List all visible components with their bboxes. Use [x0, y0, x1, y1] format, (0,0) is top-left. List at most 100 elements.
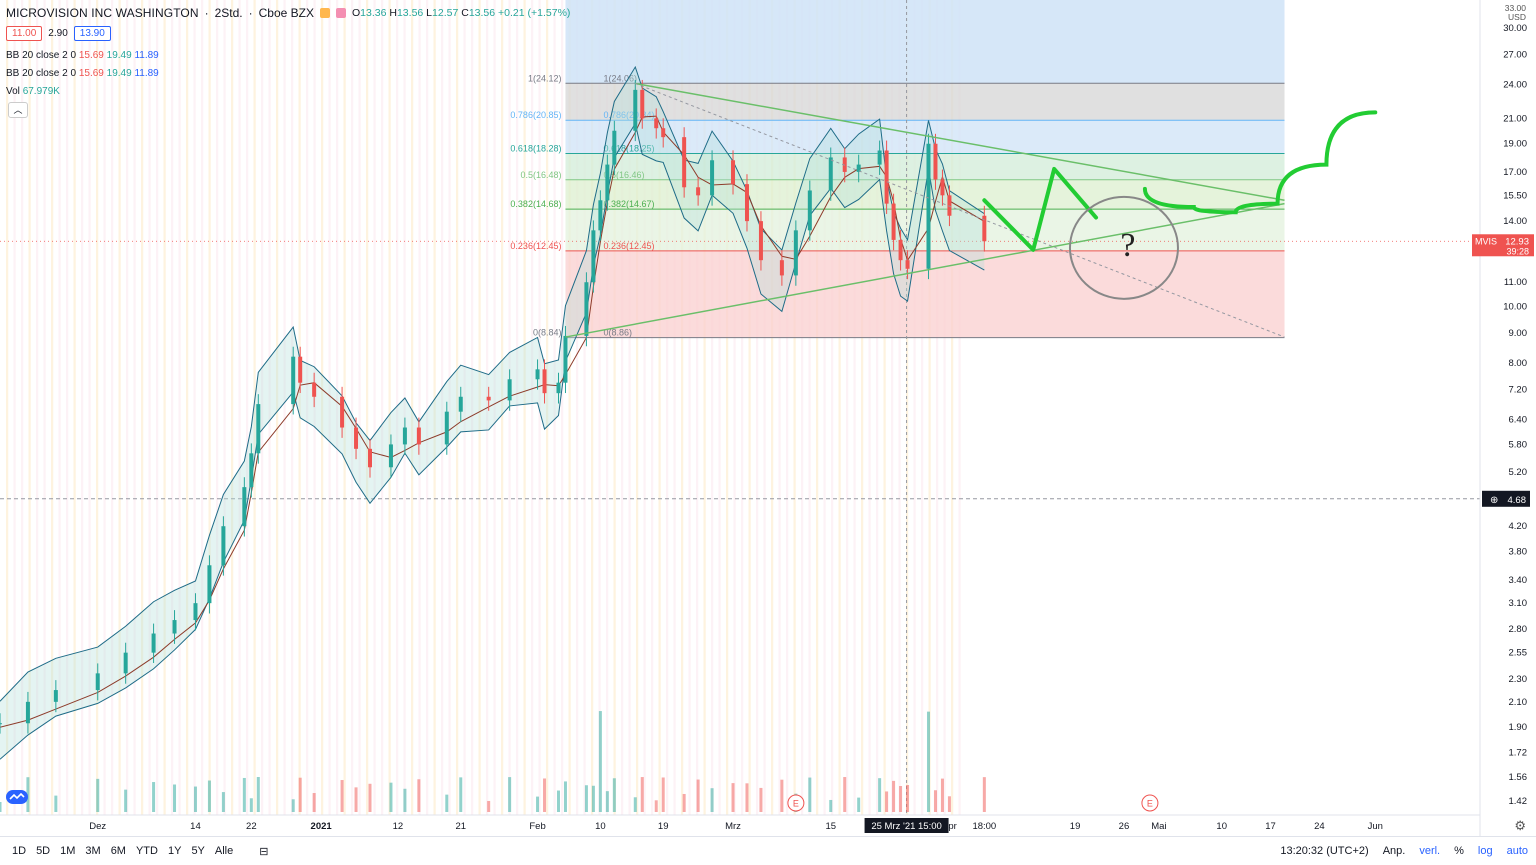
- candle-body: [758, 221, 763, 261]
- volume-bar: [933, 790, 937, 812]
- volume-bar: [0, 802, 2, 812]
- price-tick-label: 19.00: [1503, 139, 1527, 150]
- gear-icon[interactable]: ⚙: [1514, 818, 1526, 833]
- session-band: [748, 0, 751, 815]
- tf-6m[interactable]: 6M: [110, 845, 126, 857]
- candle-body: [731, 160, 736, 185]
- session-band: [673, 0, 676, 815]
- clock-label[interactable]: 13:20:32 (UTC+2): [1280, 845, 1369, 857]
- volume-bar: [612, 778, 616, 812]
- session-band: [306, 0, 309, 815]
- fib-level-label: 0.382(14.67): [603, 199, 654, 209]
- session-band: [583, 0, 586, 815]
- session-band: [756, 0, 759, 815]
- tradingview-logo-icon[interactable]: [6, 790, 28, 804]
- tf-5d[interactable]: 5D: [36, 845, 51, 857]
- session-band: [816, 0, 819, 815]
- volume-bar: [745, 783, 749, 812]
- volume-bar: [584, 785, 588, 812]
- percent-button[interactable]: %: [1454, 845, 1464, 857]
- fib-level-label: 1(24.06): [603, 73, 637, 83]
- session-band: [516, 0, 519, 815]
- candle-body: [249, 453, 254, 488]
- question-circle: [1068, 195, 1179, 300]
- interval-label[interactable]: 2Std.: [214, 6, 243, 20]
- tf-1d[interactable]: 1D: [12, 845, 27, 857]
- adjust-button[interactable]: Anp.: [1382, 845, 1406, 857]
- tf-1m[interactable]: 1M: [60, 845, 76, 857]
- auto-button[interactable]: auto: [1506, 845, 1528, 857]
- candle-body: [940, 179, 945, 196]
- session-band: [6, 0, 9, 815]
- session-band: [21, 0, 24, 815]
- price-tick-label: 10.00: [1503, 301, 1527, 312]
- crosshair-price-value: 4.68: [1508, 495, 1527, 506]
- session-band: [141, 0, 144, 815]
- volume-bar: [857, 797, 861, 812]
- candle-body: [444, 411, 449, 445]
- session-band: [66, 0, 69, 815]
- session-band: [193, 0, 196, 815]
- tf-ytd[interactable]: YTD: [135, 845, 158, 857]
- calendar-range-icon[interactable]: ⊟: [259, 846, 269, 858]
- tf-all[interactable]: Alle: [214, 845, 234, 857]
- buy-price-box[interactable]: 13.90: [73, 26, 111, 41]
- session-band: [763, 0, 766, 815]
- session-band: [313, 0, 316, 815]
- session-band: [681, 0, 684, 815]
- time-tick-label: 10: [595, 821, 606, 832]
- volume-bar: [829, 799, 833, 812]
- tf-1y[interactable]: 1Y: [167, 845, 182, 857]
- time-tick-label: Feb: [529, 821, 545, 832]
- fib-level-label: 0.236(12.45): [603, 241, 654, 251]
- last-price-countdown: 39:28: [1506, 246, 1529, 256]
- session-band: [501, 0, 504, 815]
- session-band: [418, 0, 421, 815]
- earnings-marker-label: E: [1147, 799, 1153, 809]
- session-band: [163, 0, 166, 815]
- candle-body: [291, 356, 296, 405]
- session-band: [426, 0, 429, 815]
- currency-label: 33.00 USD: [1504, 3, 1526, 22]
- candle-body: [633, 89, 638, 131]
- chevron-up-icon[interactable]: ︿: [8, 102, 28, 118]
- session-band: [388, 0, 391, 815]
- volume-bar: [696, 779, 700, 812]
- indicator-legend-bb2[interactable]: BB 20 close 2 0 15.69 19.49 11.89: [6, 68, 159, 79]
- session-band: [171, 0, 174, 815]
- session-band: [636, 0, 639, 815]
- volume-bar: [193, 786, 197, 812]
- sell-price-box[interactable]: 11.00: [6, 26, 43, 41]
- volume-bar: [368, 783, 372, 812]
- question-mark: ?: [1120, 227, 1135, 264]
- session-band: [126, 0, 129, 815]
- volume-bar: [173, 784, 177, 812]
- session-band: [733, 0, 736, 815]
- price-tick-label: 30.00: [1503, 23, 1527, 34]
- session-band: [613, 0, 616, 815]
- candle-body: [542, 369, 547, 394]
- candle-body: [779, 260, 784, 276]
- price-tick-label: 2.55: [1509, 648, 1528, 659]
- symbol-name[interactable]: MICROVISION INC WASHINGTON: [6, 6, 199, 20]
- indicator-legend-bb1[interactable]: BB 20 close 2 0 15.69 19.49 11.89: [6, 50, 159, 61]
- candle-body: [898, 239, 903, 261]
- extended-button[interactable]: verl.: [1419, 845, 1441, 857]
- session-band: [621, 0, 624, 815]
- candle-body: [556, 382, 561, 394]
- price-tick-label: 24.00: [1503, 80, 1527, 91]
- price-tick-label: 27.00: [1503, 50, 1527, 61]
- log-button[interactable]: log: [1477, 845, 1493, 857]
- tf-3m[interactable]: 3M: [85, 845, 101, 857]
- session-band: [831, 0, 834, 815]
- volume-bar: [808, 777, 812, 812]
- session-band: [186, 0, 189, 815]
- volume-bar: [298, 777, 302, 812]
- tf-5y[interactable]: 5Y: [191, 845, 205, 857]
- earnings-marker: [787, 794, 805, 812]
- candle-body: [507, 379, 512, 401]
- price-tick-label: 3.40: [1509, 575, 1528, 586]
- volume-bar: [598, 711, 602, 812]
- indicator-legend-vol[interactable]: Vol 67.979K: [6, 86, 60, 97]
